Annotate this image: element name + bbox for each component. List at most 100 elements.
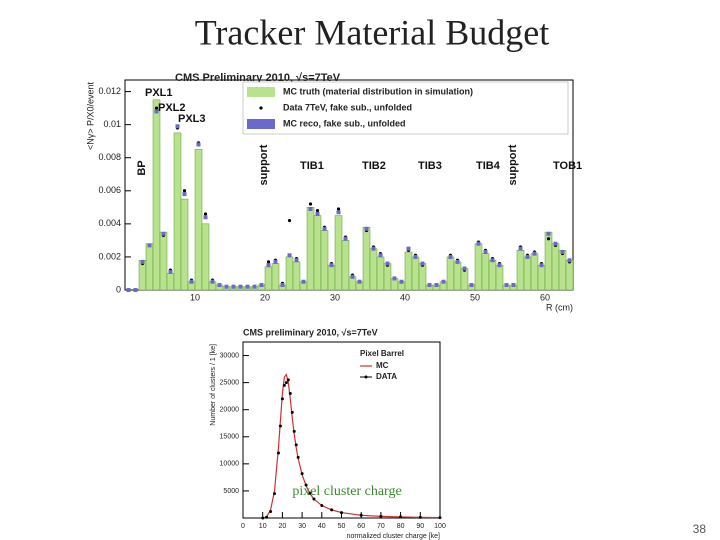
bar bbox=[474, 243, 483, 291]
annotation: PXL2 bbox=[158, 102, 186, 114]
legend-swatch bbox=[247, 119, 275, 129]
square-marker bbox=[210, 279, 215, 284]
point-marker bbox=[296, 455, 300, 459]
bar bbox=[453, 261, 462, 291]
square-marker bbox=[329, 263, 334, 268]
bar bbox=[516, 250, 525, 291]
bar bbox=[145, 243, 154, 291]
bar bbox=[558, 250, 567, 291]
y-tick-label: 0.012 bbox=[98, 86, 121, 96]
y-tick-label: 0.006 bbox=[98, 185, 121, 195]
point-marker bbox=[312, 497, 316, 501]
point-marker bbox=[336, 207, 341, 211]
square-marker bbox=[245, 284, 250, 289]
bar bbox=[334, 215, 343, 291]
square-marker bbox=[168, 269, 173, 274]
y-tick-label: 25000 bbox=[220, 379, 240, 386]
x-tick-label: 20 bbox=[279, 523, 287, 530]
x-tick-label: 30 bbox=[298, 523, 306, 530]
bar bbox=[292, 261, 301, 291]
point-marker bbox=[340, 511, 343, 515]
point-marker bbox=[315, 209, 320, 213]
square-marker bbox=[560, 249, 565, 254]
point-marker bbox=[265, 515, 269, 519]
point-marker bbox=[273, 492, 277, 496]
square-marker bbox=[301, 279, 306, 284]
point-marker bbox=[399, 515, 403, 519]
point-marker bbox=[308, 202, 313, 206]
x-tick-label: 80 bbox=[397, 523, 405, 530]
legend-marker bbox=[259, 106, 263, 110]
point-marker bbox=[278, 424, 282, 428]
square-marker bbox=[308, 206, 313, 211]
square-marker bbox=[378, 253, 383, 258]
square-marker bbox=[420, 261, 425, 266]
square-marker bbox=[217, 283, 222, 288]
legend-label: MC reco, fake sub., unfolded bbox=[283, 118, 406, 128]
y-tick-label: 10000 bbox=[220, 461, 240, 468]
square-marker bbox=[476, 241, 481, 246]
square-marker bbox=[462, 266, 467, 271]
y-axis-label: <Nγ> P/X0/event bbox=[85, 82, 95, 151]
legend-marker bbox=[364, 375, 368, 379]
square-marker bbox=[315, 211, 320, 216]
point-marker bbox=[182, 189, 187, 193]
legend-label: Data 7TeV, fake sub., unfolded bbox=[283, 102, 412, 112]
y-tick-label: 5000 bbox=[223, 488, 239, 495]
square-marker bbox=[483, 249, 488, 254]
plot-area bbox=[242, 341, 441, 519]
square-marker bbox=[266, 263, 271, 268]
square-marker bbox=[518, 246, 523, 251]
series-line bbox=[262, 373, 441, 519]
bar bbox=[264, 266, 273, 291]
chart-title: CMS preliminary 2010, √s=7TeV bbox=[243, 327, 378, 337]
square-marker bbox=[224, 284, 229, 289]
legend-swatch bbox=[247, 87, 275, 97]
square-marker bbox=[126, 288, 131, 292]
square-marker bbox=[371, 246, 376, 251]
annotation: TOB1 bbox=[553, 160, 582, 172]
charts: CMS Preliminary 2010, √s=7TeV 0 0.002 0.004… bbox=[85, 72, 582, 540]
point-marker bbox=[379, 514, 383, 518]
square-marker bbox=[413, 254, 418, 259]
point-marker bbox=[269, 510, 273, 514]
square-marker bbox=[539, 263, 544, 268]
square-marker bbox=[385, 261, 390, 266]
point-marker bbox=[330, 508, 334, 512]
legend-label: MC truth (material distribution in simul… bbox=[283, 86, 473, 96]
square-marker bbox=[567, 258, 572, 263]
square-marker bbox=[427, 283, 432, 288]
square-marker bbox=[441, 279, 446, 284]
bar bbox=[271, 263, 280, 291]
x-tick-label: 30 bbox=[330, 292, 340, 302]
annotation: TIB2 bbox=[362, 160, 386, 172]
square-marker bbox=[455, 259, 460, 264]
point-marker bbox=[300, 472, 304, 476]
bar bbox=[530, 253, 539, 291]
square-marker bbox=[504, 283, 509, 288]
point-marker bbox=[266, 260, 271, 264]
annotation: support bbox=[258, 144, 270, 185]
annotation: PXL1 bbox=[145, 87, 173, 99]
point-marker bbox=[308, 491, 312, 495]
x-tick-label: 50 bbox=[470, 292, 480, 302]
legend-label: DATA bbox=[376, 372, 397, 381]
bar bbox=[320, 230, 329, 291]
y-tick-label: 30000 bbox=[220, 352, 240, 359]
point-marker bbox=[287, 218, 292, 223]
square-marker bbox=[259, 283, 264, 288]
x-tick-label: 60 bbox=[540, 292, 550, 302]
legend-box bbox=[242, 81, 569, 135]
bar bbox=[152, 99, 161, 291]
annotation: TIB4 bbox=[476, 160, 501, 172]
annotation: PXL3 bbox=[178, 113, 206, 125]
square-marker bbox=[287, 253, 292, 258]
y-tick-label: 0 bbox=[116, 284, 121, 294]
square-marker bbox=[490, 258, 495, 263]
y-tick-label: 0.002 bbox=[98, 251, 121, 261]
square-marker bbox=[133, 288, 138, 292]
annotation: BP bbox=[136, 160, 148, 175]
x-tick-label: 20 bbox=[260, 292, 270, 302]
y-tick-label: 0.01 bbox=[103, 119, 121, 129]
bar bbox=[495, 264, 504, 291]
